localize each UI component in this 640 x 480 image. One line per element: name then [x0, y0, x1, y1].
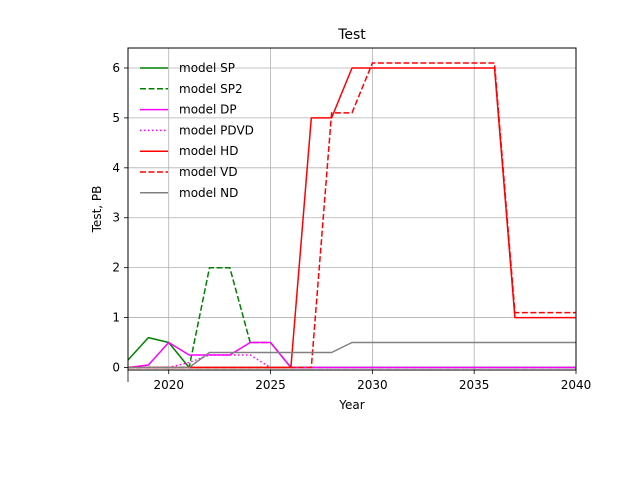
legend-entry-label: model PDVD [179, 123, 254, 137]
x-tick-label: 2035 [459, 378, 490, 392]
legend-entry-label: model DP [179, 103, 237, 117]
legend-entry-label: model HD [179, 144, 238, 158]
legend-entry-label: model VD [179, 165, 238, 179]
y-tick-label: 0 [112, 361, 120, 375]
plot-frame [127, 47, 577, 371]
y-tick-label: 2 [112, 261, 120, 275]
x-tick-label: 2040 [561, 378, 592, 392]
x-tick-label: 2030 [357, 378, 388, 392]
series-line-model-vd [128, 62, 576, 369]
y-tick-label: 3 [112, 211, 120, 225]
legend-entry-label: model SP [179, 61, 235, 75]
y-tick-label: 4 [112, 161, 120, 175]
legend-entry-label: model SP2 [179, 82, 243, 96]
y-tick-label: 5 [112, 111, 120, 125]
legend-entry-label: model ND [179, 186, 238, 200]
x-tick-label: 2020 [153, 378, 184, 392]
y-tick-label: 1 [112, 311, 120, 325]
x-axis-label: Year [338, 398, 364, 412]
series-line-model-dp [127, 341, 576, 369]
y-tick-label: 6 [112, 61, 120, 75]
series-line-model-nd [128, 341, 576, 369]
x-tick-label: 2025 [255, 378, 286, 392]
y-axis-label: Test, PB [90, 186, 104, 234]
axis-ticks: 2020 2025 2030 2035 2040 0 1 2 3 4 5 6 [112, 61, 591, 392]
series-line-model-hd [128, 67, 576, 369]
chart-title: Test [337, 27, 366, 43]
legend: model SP model SP2 model DP model PDVD model… [140, 61, 254, 200]
series-lines [127, 62, 576, 369]
